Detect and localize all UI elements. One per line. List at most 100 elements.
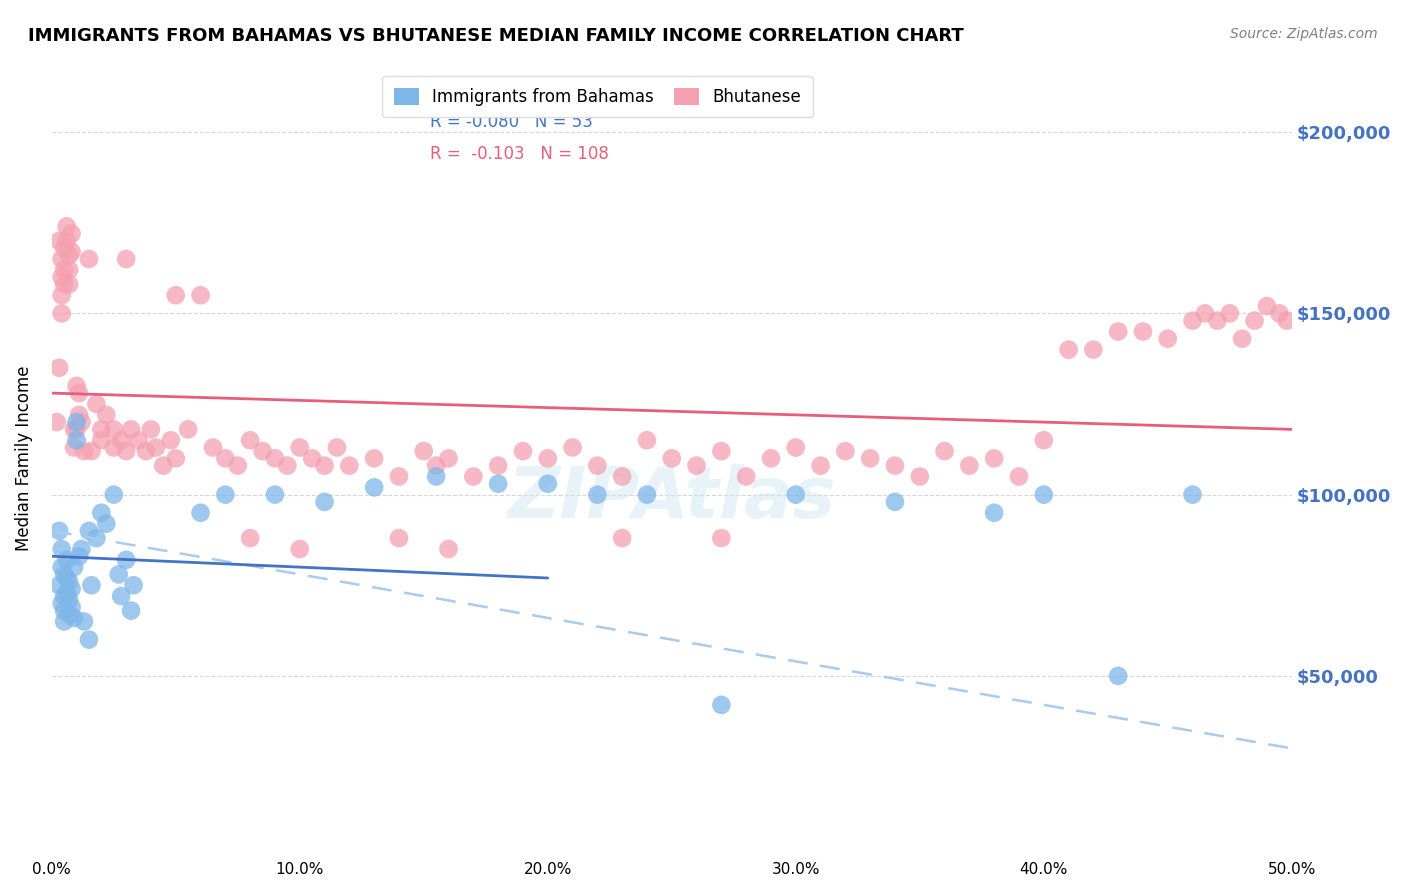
Point: [65, 434, 87, 448]
Point: [48, 234, 70, 248]
Point: [110, 589, 132, 603]
Point: [67, 386, 90, 401]
Point: [53, 615, 76, 629]
Point: [810, 458, 832, 473]
Point: [363, 480, 385, 494]
Point: [58, 592, 80, 607]
Point: [135, 444, 157, 458]
Point: [67, 549, 90, 564]
Point: [70, 415, 93, 429]
Point: [190, 288, 212, 302]
Point: [55, 234, 77, 248]
Point: [48, 360, 70, 375]
Text: R =  -0.103   N = 108: R = -0.103 N = 108: [430, 145, 609, 163]
Point: [612, 469, 634, 483]
Point: [73, 444, 96, 458]
Point: [214, 488, 236, 502]
Text: R = -0.080   N = 53: R = -0.080 N = 53: [430, 113, 593, 131]
Point: [1032, 434, 1054, 448]
Point: [63, 560, 86, 574]
Point: [53, 604, 76, 618]
Point: [214, 451, 236, 466]
Point: [80, 578, 103, 592]
Point: [65, 422, 87, 436]
Point: [103, 488, 125, 502]
Point: [983, 451, 1005, 466]
Point: [1243, 313, 1265, 327]
Point: [51, 288, 73, 302]
Point: [190, 506, 212, 520]
Point: [51, 252, 73, 266]
Point: [437, 541, 460, 556]
Point: [486, 458, 509, 473]
Point: [51, 560, 73, 574]
Point: [86, 531, 108, 545]
Point: [55, 571, 77, 585]
Point: [1008, 469, 1031, 483]
Point: [53, 589, 76, 603]
Point: [636, 434, 658, 448]
Point: [1268, 306, 1291, 320]
Point: [226, 458, 249, 473]
Point: [301, 451, 323, 466]
Point: [115, 252, 138, 266]
Point: [165, 451, 187, 466]
Text: ZIPAtlas: ZIPAtlas: [508, 464, 837, 533]
Point: [77, 524, 100, 538]
Point: [53, 241, 76, 255]
Point: [759, 451, 782, 466]
Point: [90, 434, 112, 448]
Text: IMMIGRANTS FROM BAHAMAS VS BHUTANESE MEDIAN FAMILY INCOME CORRELATION CHART: IMMIGRANTS FROM BAHAMAS VS BHUTANESE MED…: [28, 27, 965, 45]
Point: [586, 458, 609, 473]
Point: [65, 379, 87, 393]
Point: [710, 531, 733, 545]
Point: [1107, 669, 1129, 683]
Point: [1206, 313, 1229, 327]
Point: [957, 458, 980, 473]
Point: [51, 541, 73, 556]
Point: [264, 451, 287, 466]
Point: [58, 277, 80, 292]
Point: [120, 422, 142, 436]
Point: [1256, 299, 1278, 313]
Point: [612, 531, 634, 545]
Point: [425, 469, 447, 483]
Point: [96, 408, 118, 422]
Point: [363, 451, 385, 466]
Point: [908, 469, 931, 483]
Point: [685, 458, 707, 473]
Point: [122, 578, 145, 592]
Point: [60, 582, 83, 596]
Point: [51, 270, 73, 285]
Point: [53, 263, 76, 277]
Point: [636, 488, 658, 502]
Point: [65, 415, 87, 429]
Point: [710, 444, 733, 458]
Point: [288, 541, 311, 556]
Point: [152, 458, 174, 473]
Point: [90, 422, 112, 436]
Point: [326, 441, 349, 455]
Point: [1107, 325, 1129, 339]
Point: [73, 615, 96, 629]
Point: [337, 458, 360, 473]
Point: [86, 397, 108, 411]
Point: [53, 567, 76, 582]
Point: [1032, 488, 1054, 502]
Point: [288, 441, 311, 455]
Point: [159, 434, 181, 448]
Point: [983, 506, 1005, 520]
Point: [1083, 343, 1105, 357]
Point: [1157, 332, 1180, 346]
Point: [139, 422, 162, 436]
Point: [103, 441, 125, 455]
Point: [252, 444, 274, 458]
Point: [785, 441, 807, 455]
Point: [60, 227, 83, 241]
Point: [785, 488, 807, 502]
Point: [107, 567, 129, 582]
Point: [60, 599, 83, 614]
Point: [884, 495, 907, 509]
Point: [55, 219, 77, 234]
Point: [58, 607, 80, 622]
